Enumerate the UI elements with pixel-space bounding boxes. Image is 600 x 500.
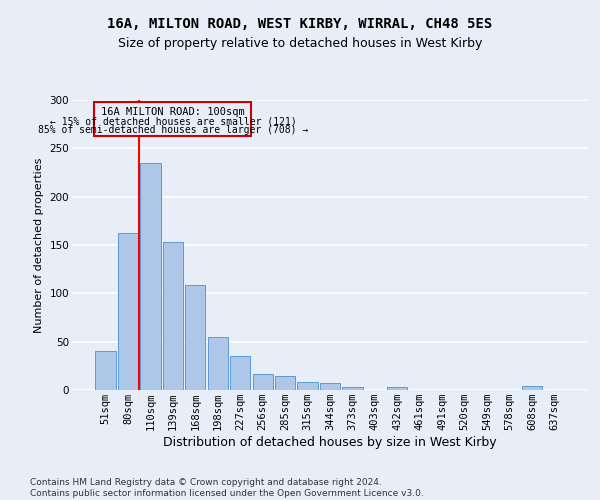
- Bar: [185, 284, 205, 390]
- Y-axis label: Number of detached properties: Number of detached properties: [34, 158, 44, 332]
- Text: 85% of semi-detached houses are larger (708) →: 85% of semi-detached houses are larger (…: [38, 125, 308, 135]
- Text: Contains HM Land Registry data © Crown copyright and database right 2024.
Contai: Contains HM Land Registry data © Crown c…: [30, 478, 424, 498]
- Bar: [140, 163, 161, 390]
- Bar: [522, 386, 542, 390]
- Bar: [163, 242, 183, 390]
- Text: ← 15% of detached houses are smaller (121): ← 15% of detached houses are smaller (12…: [50, 116, 296, 126]
- Bar: [343, 387, 362, 390]
- Bar: [208, 337, 228, 390]
- Bar: [94, 102, 251, 136]
- Bar: [320, 383, 340, 390]
- Bar: [298, 382, 317, 390]
- Text: Distribution of detached houses by size in West Kirby: Distribution of detached houses by size …: [163, 436, 497, 449]
- Bar: [95, 352, 116, 390]
- Bar: [387, 387, 407, 390]
- Text: Size of property relative to detached houses in West Kirby: Size of property relative to detached ho…: [118, 38, 482, 51]
- Bar: [230, 356, 250, 390]
- Bar: [118, 234, 138, 390]
- Text: 16A MILTON ROAD: 100sqm: 16A MILTON ROAD: 100sqm: [101, 106, 245, 117]
- Bar: [275, 376, 295, 390]
- Bar: [253, 374, 273, 390]
- Text: 16A, MILTON ROAD, WEST KIRBY, WIRRAL, CH48 5ES: 16A, MILTON ROAD, WEST KIRBY, WIRRAL, CH…: [107, 18, 493, 32]
